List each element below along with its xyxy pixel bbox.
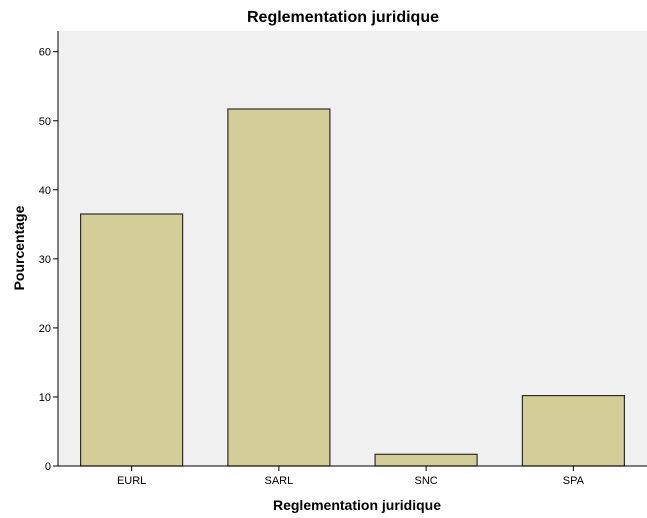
y-tick-label: 40 (39, 185, 51, 197)
x-axis: EURL SARL SNC SPA (58, 465, 647, 487)
y-axis-label: Pourcentage (11, 205, 27, 290)
chart-title: Reglementation juridique (247, 9, 439, 26)
y-tick-label: 20 (39, 323, 51, 335)
bar-sarl (227, 108, 331, 467)
x-tick-label-snc: SNC (415, 475, 438, 487)
y-tick-label: 50 (39, 116, 51, 128)
y-tick-label: 60 (39, 47, 51, 59)
y-tick-label: 10 (39, 392, 51, 404)
y-tick-label: 0 (45, 461, 51, 473)
bar-spa (521, 395, 626, 467)
bar-snc (374, 453, 478, 467)
x-tick-label-spa: SPA (563, 475, 585, 487)
x-axis-label: Reglementation juridique (273, 497, 441, 513)
x-tick-label-sarl: SARL (265, 475, 294, 487)
y-tick-label: 30 (39, 254, 51, 266)
bars-group (79, 108, 626, 467)
bar-eurl (79, 213, 184, 467)
y-axis: 0 10 20 30 40 50 60 (39, 31, 59, 473)
x-tick-label-eurl: EURL (117, 475, 146, 487)
